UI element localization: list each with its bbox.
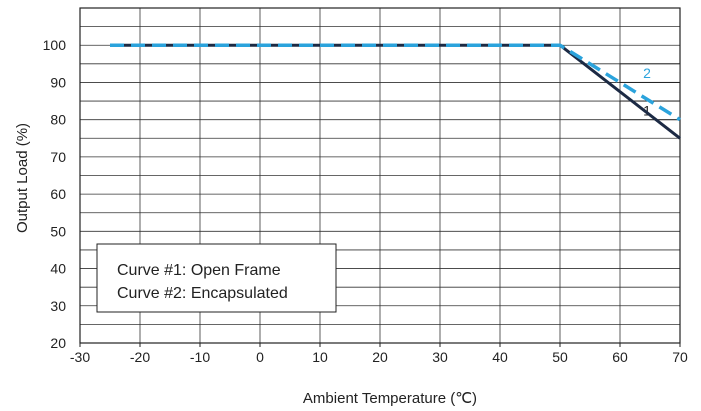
x-tick-label: -30 — [70, 349, 90, 365]
y-tick-labels: 20 30 40 50 60 70 80 90 100 — [43, 37, 67, 351]
y-tick-label: 20 — [50, 335, 66, 351]
x-tick-label: 10 — [312, 349, 328, 365]
legend-box — [96, 243, 337, 313]
x-tick-label: 60 — [612, 349, 628, 365]
y-axis-label: Output Load (%) — [14, 123, 31, 233]
x-tick-label: 50 — [552, 349, 568, 365]
curve-tag-box-2 — [619, 63, 681, 83]
series-lines — [110, 43, 681, 140]
curve-tag-label-1: 1 — [643, 102, 651, 118]
x-tick-label: 0 — [256, 349, 264, 365]
x-tick-label: -20 — [130, 349, 150, 365]
series-line-1 — [110, 43, 681, 140]
legend-line-1: Curve #1: Open Frame — [117, 262, 281, 279]
y-tick-label: 40 — [50, 261, 66, 277]
x-tick-labels: -30 -20 -10 0 10 20 30 40 50 60 70 — [70, 343, 688, 365]
y-tick-label: 50 — [50, 223, 66, 239]
curve-tag-label-2: 2 — [643, 65, 651, 81]
x-tick-label: 20 — [372, 349, 388, 365]
legend-line-2: Curve #2: Encapsulated — [117, 285, 288, 302]
x-tick-label: 30 — [432, 349, 448, 365]
y-tick-label: 90 — [50, 74, 66, 90]
x-tick-label: 70 — [672, 349, 688, 365]
y-tick-label: 60 — [50, 186, 66, 202]
x-tick-label: -10 — [190, 349, 210, 365]
y-tick-label: 80 — [50, 112, 66, 128]
x-axis-label: Ambient Temperature (℃) — [303, 390, 477, 406]
y-tick-label: 100 — [43, 37, 67, 53]
series-line-2 — [110, 43, 681, 122]
curve-tags: 21 — [619, 63, 681, 121]
x-tick-label: 40 — [492, 349, 508, 365]
y-tick-label: 30 — [50, 298, 66, 314]
y-tick-label: 70 — [50, 149, 66, 165]
legend: Curve #1: Open Frame Curve #2: Encapsula… — [96, 243, 337, 313]
